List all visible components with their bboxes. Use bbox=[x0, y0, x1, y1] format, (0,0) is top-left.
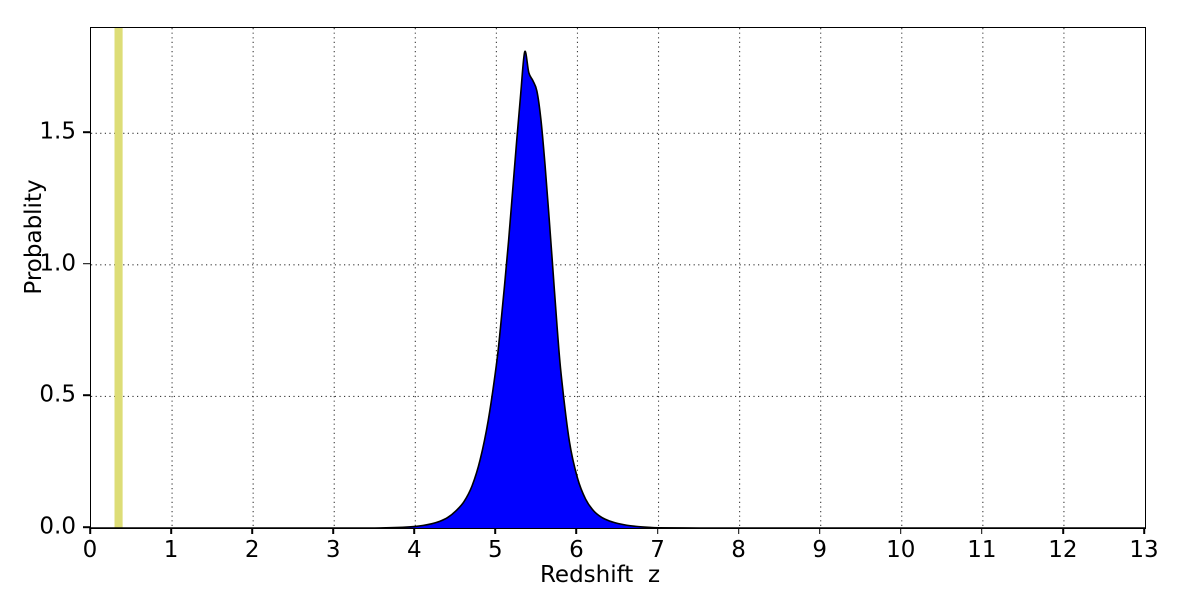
y-tick-label: 0.0 bbox=[39, 513, 76, 540]
vertical-band-spectroscopic-redshift-band bbox=[114, 28, 123, 528]
x-tick-label: 5 bbox=[488, 537, 503, 563]
x-tick-label: 3 bbox=[325, 537, 341, 563]
x-tick-label: 11 bbox=[967, 537, 997, 563]
x-tick-mark bbox=[251, 527, 253, 534]
x-tick-label: 10 bbox=[886, 537, 916, 563]
x-tick-label: 6 bbox=[569, 537, 584, 563]
y-tick-label: 1.5 bbox=[39, 118, 76, 145]
y-tick-mark bbox=[83, 394, 90, 397]
x-tick-label: 12 bbox=[1048, 537, 1078, 563]
plot-area bbox=[90, 27, 1146, 529]
x-tick-label: 13 bbox=[1129, 537, 1159, 563]
spectroscopic-redshift-band bbox=[114, 28, 123, 528]
x-tick-mark bbox=[656, 527, 659, 534]
x-tick-mark bbox=[575, 527, 578, 534]
x-tick-mark bbox=[818, 527, 821, 534]
gridlines bbox=[91, 28, 1145, 528]
x-tick-label: 2 bbox=[244, 537, 260, 563]
y-tick-mark bbox=[83, 526, 90, 528]
pdf-outline bbox=[91, 50, 1145, 528]
x-tick-label: 4 bbox=[406, 537, 422, 563]
x-tick-label: 0 bbox=[82, 537, 98, 563]
redshift-pdf-curve bbox=[91, 50, 1145, 528]
x-tick-label: 7 bbox=[650, 537, 665, 563]
x-tick-mark bbox=[899, 527, 902, 534]
y-tick-label: 1.0 bbox=[39, 250, 76, 277]
y-tick-mark bbox=[83, 263, 90, 265]
x-tick-label: 8 bbox=[731, 537, 746, 563]
y-tick-label: 0.5 bbox=[39, 381, 76, 408]
x-tick-mark bbox=[737, 527, 740, 534]
x-tick-mark bbox=[89, 527, 91, 534]
x-tick-mark bbox=[981, 527, 983, 534]
x-tick-mark bbox=[1143, 527, 1145, 534]
x-tick-mark bbox=[413, 527, 416, 534]
plot-svg bbox=[91, 28, 1145, 528]
x-tick-mark bbox=[332, 527, 335, 534]
x-tick-mark bbox=[494, 527, 497, 534]
y-tick-mark bbox=[83, 131, 90, 134]
x-tick-label: 1 bbox=[163, 537, 179, 563]
x-tick-mark bbox=[170, 527, 172, 534]
x-axis-label: Redshift z bbox=[539, 562, 661, 588]
pdf-fill bbox=[91, 51, 1145, 528]
x-tick-label: 9 bbox=[812, 537, 828, 563]
x-tick-mark bbox=[1062, 527, 1064, 534]
